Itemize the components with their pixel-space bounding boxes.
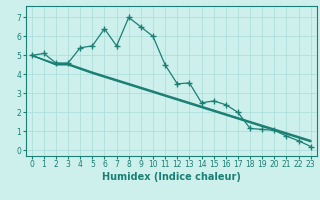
X-axis label: Humidex (Indice chaleur): Humidex (Indice chaleur) — [102, 172, 241, 182]
